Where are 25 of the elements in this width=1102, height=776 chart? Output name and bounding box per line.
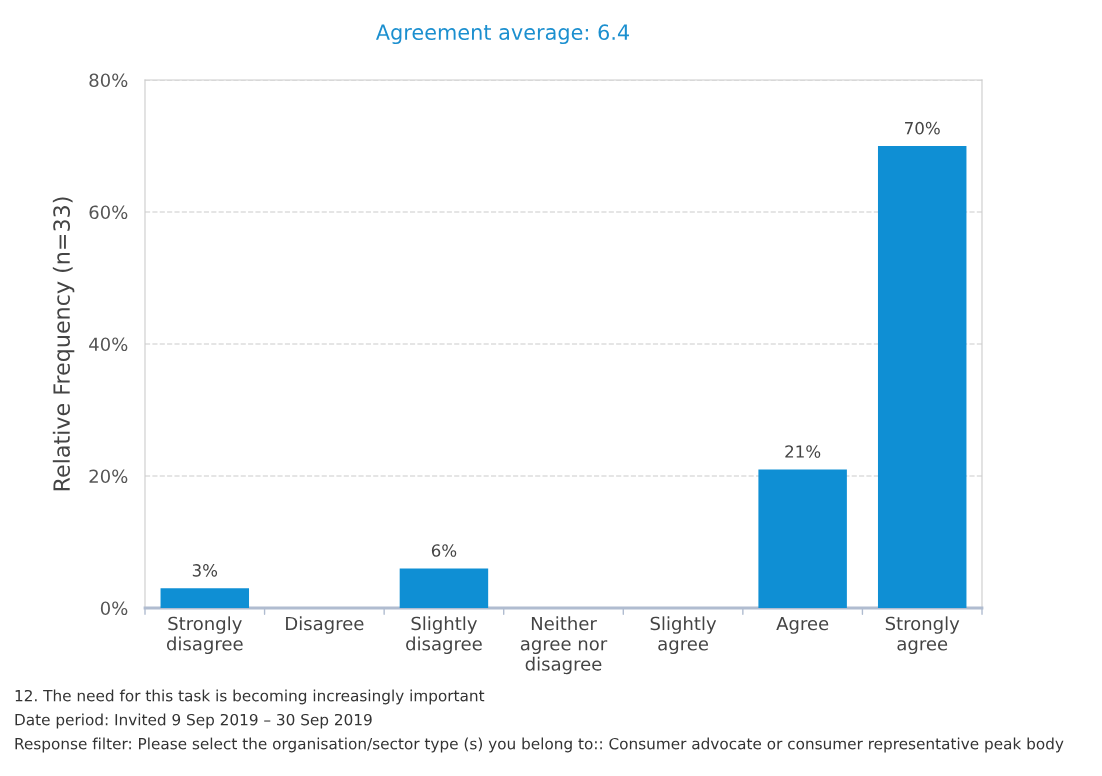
text: 12. The need for this task is becoming increasingly important — [15, 689, 485, 705]
x-tick-label: Slightly disagree — [406, 616, 482, 655]
x-tick-label: Neither agree nor disagree — [520, 616, 608, 675]
y-tick-label: 80% — [89, 73, 128, 88]
x-tick-label: Slightly agree — [650, 616, 717, 655]
y-tick-label: 40% — [89, 337, 128, 352]
x-tick-label: Strongly agree — [885, 616, 960, 655]
bar — [758, 469, 847, 608]
data-label: 21% — [785, 445, 821, 458]
chart-title: Agreement average: 6.4 — [375, 24, 630, 45]
y-tick-label: 0% — [100, 601, 128, 616]
data-label: 3% — [192, 564, 218, 577]
x-tick-label: Strongly disagree — [166, 616, 243, 655]
x-tick-label: Disagree — [286, 616, 364, 634]
x-tick-label: Agree — [776, 616, 829, 634]
bar — [877, 146, 967, 608]
data-label: 70% — [905, 121, 940, 135]
y-axis-title: Relative Frequency (n=33) — [52, 197, 75, 491]
y-tick-label: 60% — [89, 205, 128, 220]
bar — [160, 588, 250, 608]
data-label: 6% — [431, 544, 457, 557]
text: Date period: Invited 9 Sep 2019 – 30 Sep 2019 — [15, 713, 372, 729]
text: Response filter: Please select the organisation/sector type (s) you belong to:: Consumer advocate or consumer representative peak body — [15, 737, 1064, 753]
y-tick-label: 20% — [89, 469, 128, 484]
bar — [399, 568, 489, 608]
